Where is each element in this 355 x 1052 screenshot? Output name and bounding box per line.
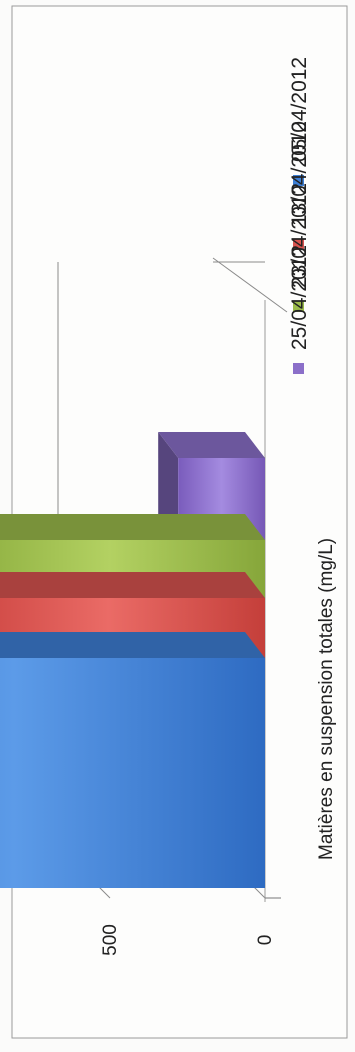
y-tick-label: 0 bbox=[255, 935, 276, 946]
legend-swatch bbox=[293, 363, 304, 374]
bar-1 bbox=[0, 658, 266, 888]
bar-side-3 bbox=[0, 514, 265, 540]
legend-label: 23/04/2012 bbox=[288, 183, 311, 288]
legend-item-1: 05/04/2012 bbox=[288, 57, 311, 186]
bar-side-1 bbox=[0, 632, 265, 658]
legend-label: 05/04/2012 bbox=[288, 57, 311, 162]
bar-side-2 bbox=[0, 572, 265, 598]
legend-swatch bbox=[293, 301, 304, 312]
bar-side-4 bbox=[158, 432, 265, 458]
x-axis-label: Matières en suspension totales (mg/L) bbox=[316, 538, 337, 860]
legend-label: 25/04/2012 bbox=[288, 245, 311, 350]
legend-item-4: 25/04/2012 bbox=[288, 245, 311, 374]
y-axis-tick-labels: 050010001500 bbox=[100, 924, 276, 956]
legend-swatch bbox=[293, 175, 304, 186]
legend-item-3: 23/04/2012 bbox=[288, 183, 311, 312]
legend-label: 13/04/2012 bbox=[288, 121, 311, 226]
y-tick-label: 500 bbox=[100, 924, 121, 956]
plot-area bbox=[0, 257, 288, 902]
legend-item-2: 13/04/2012 bbox=[288, 121, 311, 250]
bar-cap-4 bbox=[158, 432, 179, 540]
legend-swatch bbox=[293, 239, 304, 250]
floor-edge-top bbox=[212, 257, 288, 313]
